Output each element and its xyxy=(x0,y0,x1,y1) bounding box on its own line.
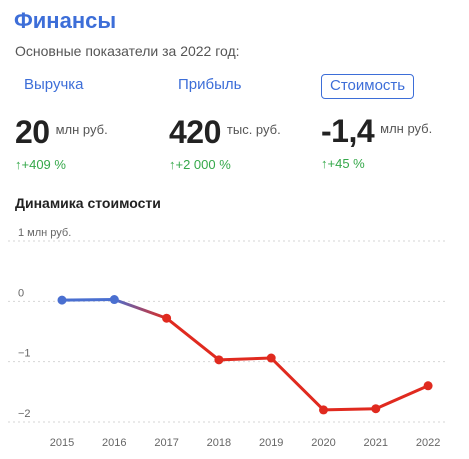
y-tick-label: 0 xyxy=(18,287,24,299)
metric-value: 420 xyxy=(169,114,221,150)
metric-value: -1,4 xyxy=(321,113,375,149)
line-chart: 1 млн руб. 0 −1 −2 2015 2016 2017 2018 2019 2020 2… xyxy=(8,227,446,449)
data-point xyxy=(214,355,224,365)
section-subtitle: Основные показатели за 2022 год: xyxy=(15,43,240,59)
x-tick-label: 2017 xyxy=(154,437,178,449)
metric-profit: Прибыль 420 тыс. руб. ↑+2 000 % xyxy=(169,74,319,172)
series-segment xyxy=(322,407,378,412)
data-point xyxy=(423,381,433,391)
data-point xyxy=(109,295,119,305)
metric-revenue: Выручка 20 млн руб. ↑+409 % xyxy=(15,74,165,172)
data-point xyxy=(266,353,276,363)
tab-cost[interactable]: Стоимость xyxy=(321,74,415,99)
metric-change: ↑+2 000 % xyxy=(169,157,231,172)
series-segment xyxy=(112,298,169,320)
data-point xyxy=(57,295,67,305)
series-segment xyxy=(217,356,273,362)
series-segment xyxy=(269,356,325,412)
series-segment xyxy=(60,298,116,302)
x-tick-label: 2020 xyxy=(311,437,335,449)
x-tick-label: 2021 xyxy=(364,437,388,449)
series-segment xyxy=(165,316,221,362)
metric-unit: тыс. руб. xyxy=(226,122,281,137)
x-tick-label: 2022 xyxy=(416,437,440,449)
metric-change: ↑+409 % xyxy=(15,157,66,172)
x-tick-label: 2018 xyxy=(207,437,231,449)
series-segment xyxy=(374,384,430,411)
metric-unit: млн руб. xyxy=(380,121,433,136)
metric-change: ↑+45 % xyxy=(321,156,365,171)
section-title: Финансы xyxy=(14,8,117,33)
x-tick-label: 2016 xyxy=(102,437,126,449)
metric-unit: млн руб. xyxy=(55,122,108,137)
y-tick-label: −2 xyxy=(18,408,31,420)
tab-revenue[interactable]: Выручка xyxy=(24,76,84,93)
data-point xyxy=(162,313,172,323)
y-tick-label: −1 xyxy=(18,348,31,360)
metric-value: 20 xyxy=(15,114,50,150)
metric-value-cost: Стоимость -1,4 млн руб. ↑+45 % xyxy=(321,74,469,171)
tab-profit[interactable]: Прибыль xyxy=(178,76,242,93)
chart-title: Динамика стоимости xyxy=(15,195,161,211)
data-point xyxy=(371,404,381,414)
x-tick-label: 2019 xyxy=(259,437,283,449)
x-tick-label: 2015 xyxy=(50,437,74,449)
data-point xyxy=(319,405,328,415)
y-tick-label: 1 млн руб. xyxy=(18,227,71,239)
